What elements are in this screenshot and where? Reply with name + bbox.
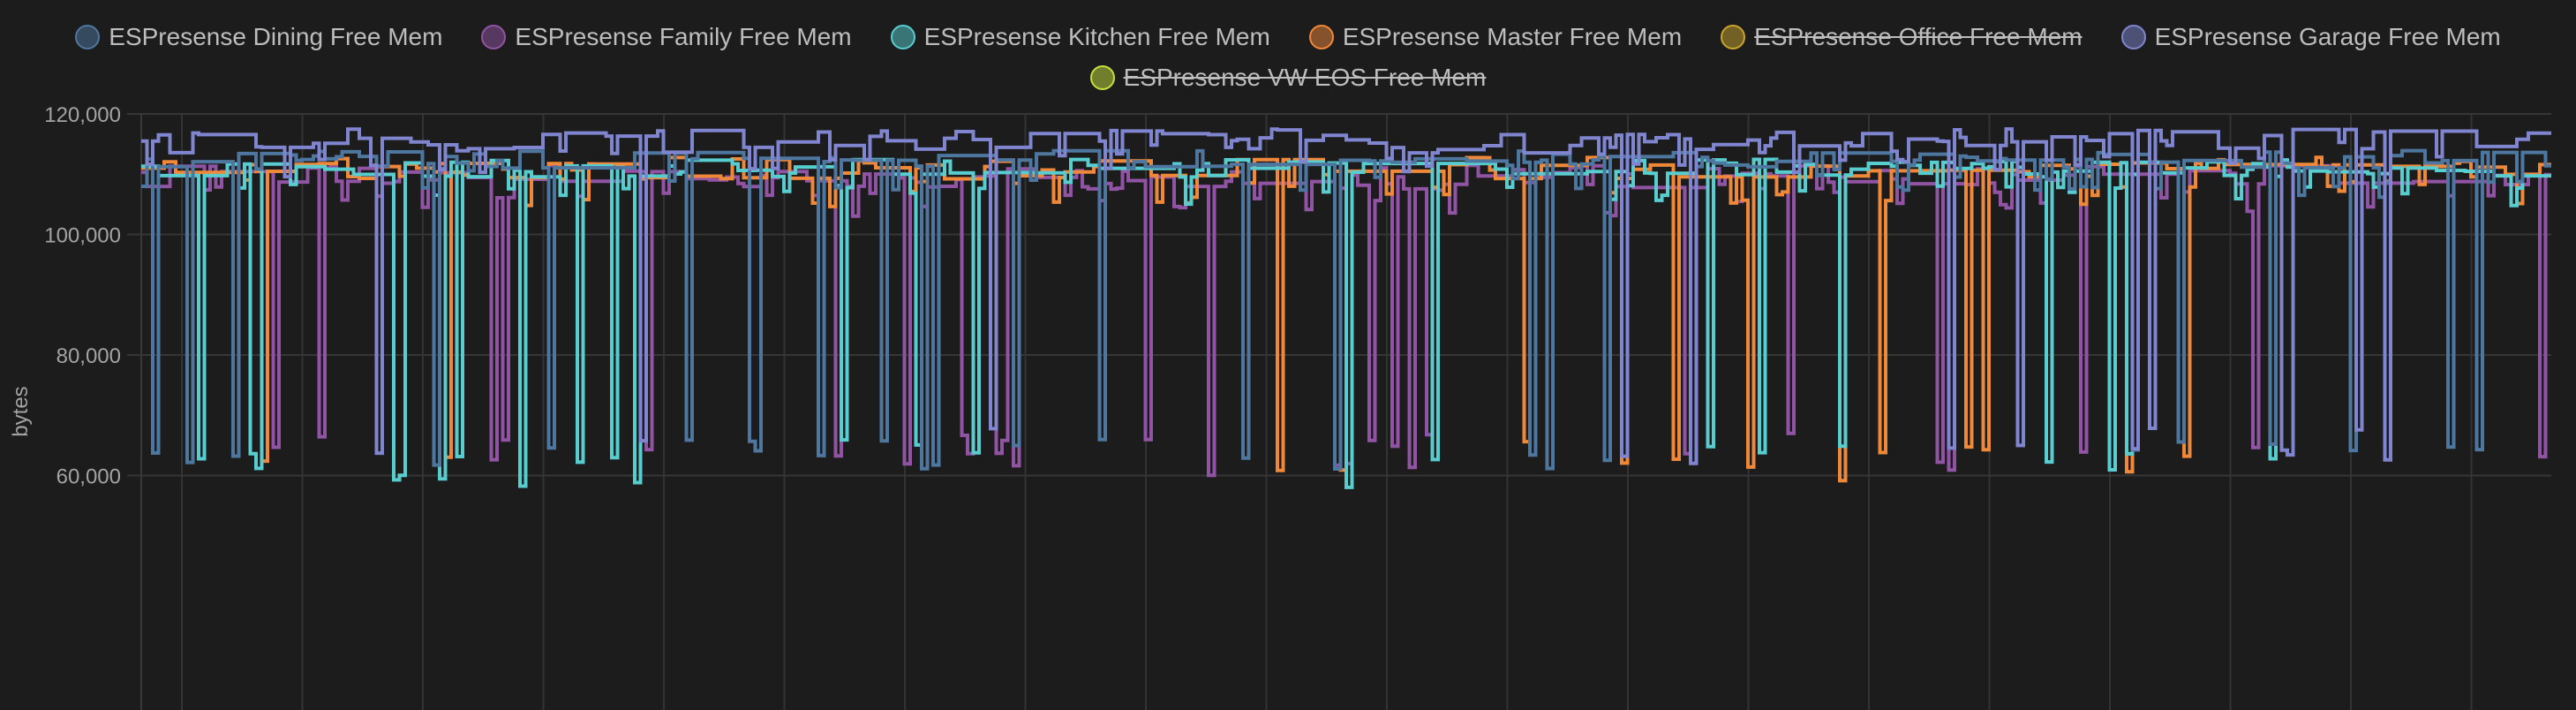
legend-label: ESPresense Dining Free Mem xyxy=(109,23,443,50)
legend-item-espresense-dining-free-mem[interactable]: ESPresense Dining Free Mem xyxy=(75,23,442,51)
series-line-espresense-dining-free-mem xyxy=(141,148,2551,471)
y-tick-label: 120,000 xyxy=(44,103,121,127)
legend-item-espresense-garage-free-mem[interactable]: ESPresense Garage Free Mem xyxy=(2120,23,2501,51)
legend-swatch-icon xyxy=(1089,65,1115,90)
legend-swatch-icon xyxy=(481,25,507,49)
y-tick-label: 100,000 xyxy=(44,224,121,248)
legend-row-2: ESPresense VW EOS Free Mem xyxy=(0,64,2576,92)
legend-label: ESPresense VW EOS Free Mem xyxy=(1123,64,1487,91)
y-tick-label: 60,000 xyxy=(56,465,121,489)
series-line-espresense-garage-free-mem xyxy=(141,127,2551,465)
legend-label: ESPresense Kitchen Free Mem xyxy=(923,23,1270,50)
legend-row-1: ESPresense Dining Free Mem ESPresense Fam… xyxy=(0,23,2576,51)
legend-label: ESPresense Office Free Mem xyxy=(1754,23,2083,50)
legend-label: ESPresense Family Free Mem xyxy=(515,23,852,50)
legend-swatch-icon xyxy=(1721,25,1746,49)
legend-swatch-icon xyxy=(890,25,915,49)
y-tick-label: 80,000 xyxy=(56,344,121,368)
legend-swatch-icon xyxy=(75,25,101,49)
y-axis-label: bytes xyxy=(9,386,33,436)
legend-label: ESPresense Master Free Mem xyxy=(1342,23,1683,50)
legend-item-espresense-master-free-mem[interactable]: ESPresense Master Free Mem xyxy=(1308,23,1683,51)
legend-item-espresense-family-free-mem[interactable]: ESPresense Family Free Mem xyxy=(481,23,852,51)
legend-item-espresense-office-free-mem[interactable]: ESPresense Office Free Mem xyxy=(1721,23,2083,51)
legend-label: ESPresense Garage Free Mem xyxy=(2154,23,2501,50)
series-line-espresense-kitchen-free-mem xyxy=(141,157,2551,489)
legend-swatch-icon xyxy=(2120,25,2146,49)
legend-item-espresense-kitchen-free-mem[interactable]: ESPresense Kitchen Free Mem xyxy=(890,23,1270,51)
legend-swatch-icon xyxy=(1308,25,1334,49)
legend-item-espresense-vw-eos-free-mem[interactable]: ESPresense VW EOS Free Mem xyxy=(1089,64,1487,92)
